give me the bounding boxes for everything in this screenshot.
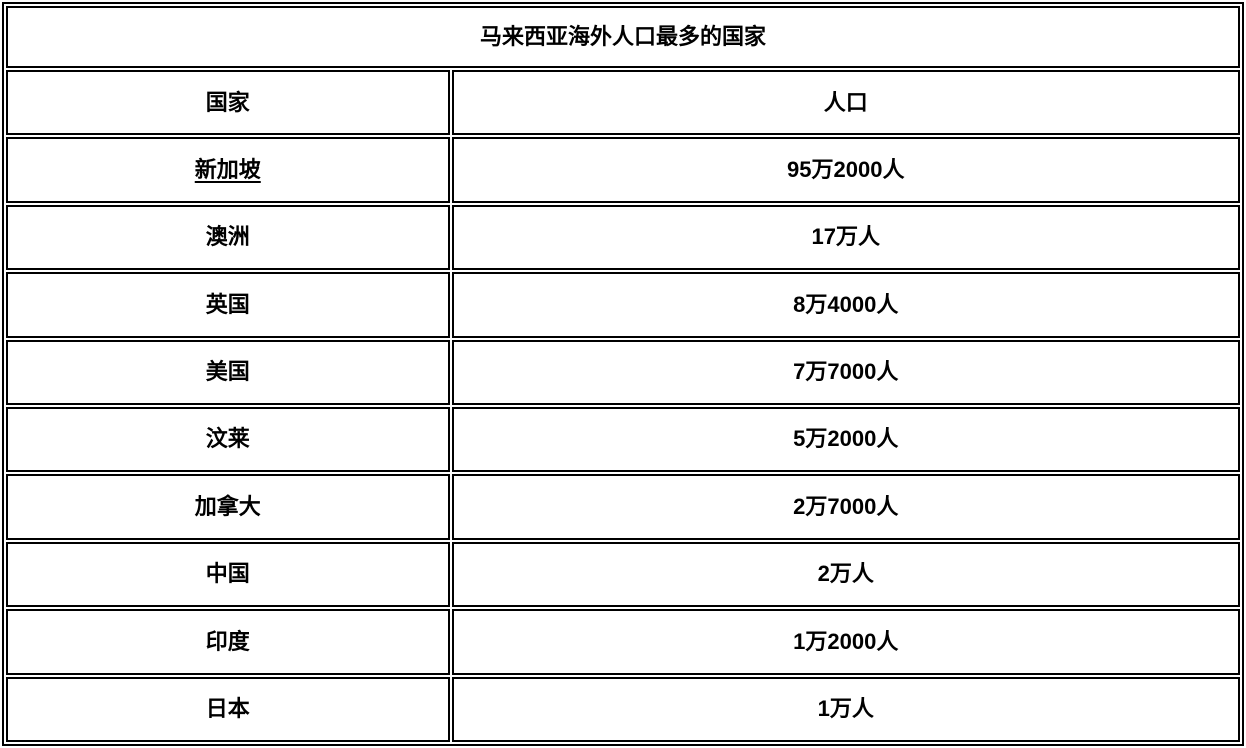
table-row: 澳洲 17万人 [6, 204, 1240, 271]
country-cell: 汶莱 [6, 406, 450, 473]
table-title: 马来西亚海外人口最多的国家 [6, 6, 1240, 68]
population-cell: 5万2000人 [451, 406, 1240, 473]
population-cell: 2万人 [451, 541, 1240, 608]
population-cell: 7万7000人 [451, 339, 1240, 405]
column-header-country: 国家 [6, 70, 450, 136]
population-cell: 95万2000人 [451, 137, 1240, 203]
table-row: 英国 8万4000人 [6, 272, 1240, 338]
table-row: 加拿大 2万7000人 [6, 474, 1240, 540]
country-cell: 新加坡 [6, 137, 450, 203]
population-cell: 17万人 [451, 204, 1240, 271]
header-row: 国家 人口 [6, 70, 1240, 136]
table-row: 美国 7万7000人 [6, 339, 1240, 405]
table-row: 印度 1万2000人 [6, 609, 1240, 675]
country-cell: 印度 [6, 609, 450, 675]
country-cell: 美国 [6, 339, 450, 405]
population-cell: 1万人 [451, 676, 1240, 742]
country-cell: 日本 [6, 676, 450, 742]
population-cell: 8万4000人 [451, 272, 1240, 338]
table-row: 日本 1万人 [6, 676, 1240, 742]
table-row: 汶莱 5万2000人 [6, 406, 1240, 473]
country-link-singapore[interactable]: 新加坡 [194, 156, 261, 182]
country-cell: 英国 [6, 272, 450, 338]
country-cell: 加拿大 [6, 474, 450, 540]
country-cell: 中国 [6, 541, 450, 608]
table-row: 新加坡 95万2000人 [6, 137, 1240, 203]
population-cell: 1万2000人 [451, 609, 1240, 675]
title-row: 马来西亚海外人口最多的国家 [6, 6, 1240, 68]
table-row: 中国 2万人 [6, 541, 1240, 608]
population-cell: 2万7000人 [451, 474, 1240, 540]
country-cell: 澳洲 [6, 204, 450, 271]
column-header-population: 人口 [451, 70, 1240, 136]
